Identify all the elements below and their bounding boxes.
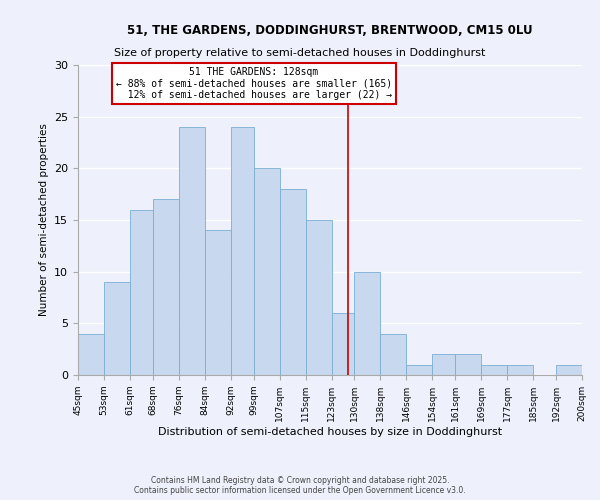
Text: Contains HM Land Registry data © Crown copyright and database right 2025.
Contai: Contains HM Land Registry data © Crown c… [134, 476, 466, 495]
Bar [205, 230, 231, 375]
Bar [406, 364, 433, 375]
Bar [78, 334, 104, 375]
Bar [104, 282, 130, 375]
Bar [332, 313, 355, 375]
Bar [254, 168, 280, 375]
X-axis label: Distribution of semi-detached houses by size in Doddinghurst: Distribution of semi-detached houses by … [158, 426, 502, 436]
Text: Size of property relative to semi-detached houses in Doddinghurst: Size of property relative to semi-detach… [115, 48, 485, 58]
Bar [556, 364, 582, 375]
Bar [305, 220, 332, 375]
Bar [130, 210, 153, 375]
Bar [231, 127, 254, 375]
Bar [280, 189, 305, 375]
Bar [380, 334, 406, 375]
Bar [153, 200, 179, 375]
Bar [355, 272, 380, 375]
Title: 51, THE GARDENS, DODDINGHURST, BRENTWOOD, CM15 0LU: 51, THE GARDENS, DODDINGHURST, BRENTWOOD… [127, 24, 533, 38]
Bar [481, 364, 507, 375]
Bar [179, 127, 205, 375]
Y-axis label: Number of semi-detached properties: Number of semi-detached properties [38, 124, 49, 316]
Bar [433, 354, 455, 375]
Text: 51 THE GARDENS: 128sqm
← 88% of semi-detached houses are smaller (165)
  12% of : 51 THE GARDENS: 128sqm ← 88% of semi-det… [116, 67, 392, 100]
Bar [455, 354, 481, 375]
Bar [507, 364, 533, 375]
